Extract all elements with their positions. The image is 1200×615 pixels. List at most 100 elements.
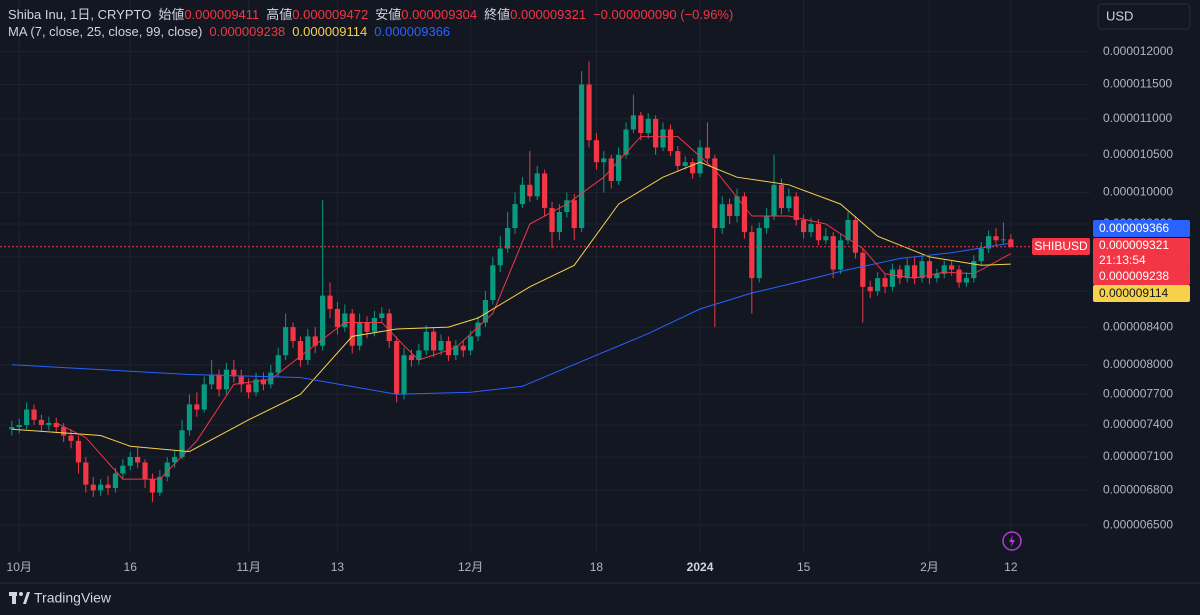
- ma99-box: [1093, 220, 1190, 237]
- candle-body: [253, 379, 259, 393]
- ohlc-label: 高値: [266, 7, 293, 22]
- symbol-box: [1032, 238, 1090, 255]
- candle-body: [112, 473, 119, 489]
- y-tick-label: 0.000007400: [1103, 417, 1173, 431]
- candle-body: [505, 228, 511, 249]
- candle-body: [305, 336, 311, 360]
- candle-body: [808, 223, 814, 233]
- candle-body: [971, 261, 977, 279]
- candle-body: [75, 440, 82, 463]
- candle-body: [16, 425, 22, 428]
- candle-body: [482, 300, 489, 323]
- y-tick-label: 0.000008400: [1103, 319, 1173, 333]
- y-tick-label: 0.000012000: [1103, 44, 1173, 58]
- candle-body: [564, 200, 570, 213]
- candle-body: [638, 115, 644, 134]
- candle-body: [38, 419, 45, 426]
- header: Shiba Inu, 1日, CRYPTO 始値0.000009411 高値0.00…: [8, 6, 733, 40]
- candle-body: [697, 147, 703, 174]
- candle-body: [1008, 239, 1014, 247]
- y-tick-label: 0.000008000: [1103, 357, 1173, 371]
- candle-body: [815, 223, 822, 241]
- y-tick-label: 0.000011500: [1103, 77, 1173, 91]
- candle-body: [53, 422, 59, 428]
- y-tick-label: 0.000010000: [1103, 185, 1173, 199]
- candle-body: [149, 479, 156, 493]
- candle-body: [172, 456, 178, 463]
- candle-body: [645, 118, 651, 134]
- candle-body: [512, 204, 518, 229]
- candle-body: [830, 236, 836, 270]
- candle-body: [408, 355, 415, 360]
- ohlc-value: 0.000009411: [184, 7, 260, 22]
- candle-body: [135, 456, 141, 463]
- candle-body: [756, 228, 762, 279]
- candle-body: [460, 345, 466, 351]
- candle-body: [527, 184, 533, 197]
- ma-value: 0.000009366: [374, 24, 451, 39]
- candle-body: [556, 212, 563, 233]
- candle-body: [216, 374, 222, 390]
- candle-body: [623, 129, 629, 155]
- candle-body: [31, 409, 37, 420]
- candle-body: [490, 265, 496, 301]
- currency-button[interactable]: [1097, 3, 1191, 30]
- candle-body: [290, 327, 296, 342]
- candle-body: [593, 140, 600, 163]
- indicator-row: MA (7, close, 25, close, 99, close) 0.000…: [8, 23, 733, 40]
- candle-body: [61, 427, 67, 436]
- candle-body: [24, 409, 30, 426]
- change: −0.000000090 (−0.96%): [593, 7, 734, 22]
- candle-body: [719, 204, 725, 229]
- x-tick-label: 12: [1004, 560, 1018, 574]
- candle-body: [801, 219, 807, 233]
- candle-body: [9, 427, 15, 430]
- x-tick-label: 12月: [458, 560, 483, 574]
- candle-body: [534, 173, 540, 197]
- candle-body: [157, 476, 163, 493]
- candle-body: [704, 147, 711, 159]
- ma7-box: [1093, 268, 1190, 285]
- candle-body: [630, 115, 637, 130]
- candle-body: [127, 456, 133, 466]
- last-box: [1093, 238, 1190, 270]
- currency[interactable]: USD: [1106, 8, 1133, 23]
- candle-body: [364, 322, 370, 332]
- candle-body: [823, 236, 829, 241]
- candle-body: [379, 313, 385, 318]
- candle-body: [675, 151, 681, 166]
- candle-body: [438, 341, 444, 351]
- candle-body: [334, 308, 341, 328]
- candle-body: [727, 204, 733, 216]
- legend-title: Shiba Inu, 1日, CRYPTO: [8, 7, 152, 22]
- candle-body: [912, 265, 918, 279]
- candle-body: [209, 374, 215, 385]
- countdown: 21:13:54: [1099, 253, 1146, 267]
- candle-body: [386, 313, 392, 342]
- y-tick-label: 0.000007100: [1103, 449, 1173, 463]
- candle-body: [712, 158, 718, 229]
- candle-body: [778, 184, 785, 209]
- candle-body: [468, 336, 474, 351]
- ohlc-label: 始値: [158, 7, 185, 22]
- candle-body: [978, 248, 984, 262]
- candle-body: [956, 269, 962, 283]
- candle-body: [268, 372, 274, 385]
- candle-body: [312, 336, 318, 346]
- ohlc-value: 0.000009472: [292, 7, 369, 22]
- candle-body: [941, 265, 947, 274]
- candle-body: [179, 430, 185, 457]
- candle-body: [416, 350, 422, 360]
- candle-body: [838, 240, 844, 270]
- candle-body: [690, 162, 696, 174]
- y-tick-label: 0.000010500: [1103, 147, 1173, 161]
- alert-icon[interactable]: [1002, 531, 1022, 551]
- last-label: 0.000009321: [1099, 238, 1169, 252]
- candle-body: [475, 322, 481, 337]
- ma-line: [11, 242, 1011, 395]
- ma-line: [11, 161, 1011, 453]
- ma99-label: 0.000009366: [1099, 221, 1169, 235]
- candle-body: [934, 273, 940, 279]
- candle-body: [867, 286, 873, 292]
